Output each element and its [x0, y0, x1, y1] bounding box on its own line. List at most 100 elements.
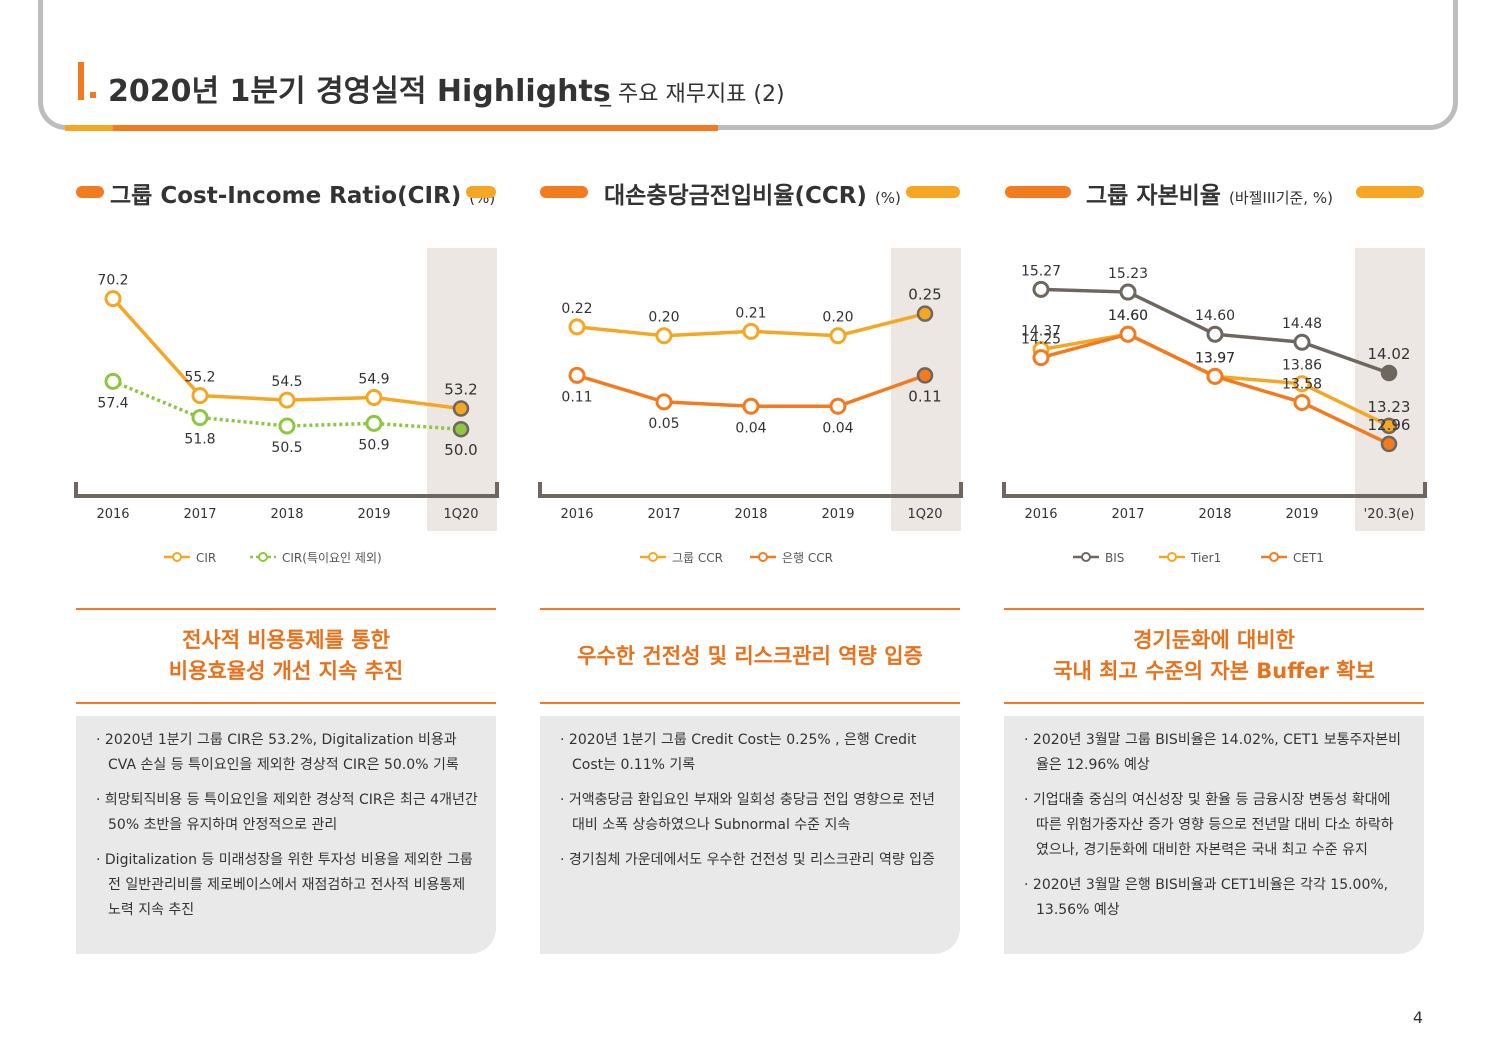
- panel-3-title: 그룹 자본비율 (바젤III기준, %): [1086, 183, 1333, 209]
- chart-ccr: 2016 2017 2018 2019 1Q20 0.22 0.20 0.21 0.20 0.25…: [538, 248, 963, 565]
- data-point: [655, 327, 673, 345]
- page-number: 4: [1412, 1008, 1423, 1027]
- panel-2-left-pill: [540, 186, 588, 198]
- roman-numeral-bar: [78, 62, 84, 100]
- data-label: 50.9: [358, 437, 389, 453]
- x-tick-label: 2019: [357, 507, 390, 522]
- x-tick-label: 2016: [96, 507, 129, 522]
- data-label: 0.22: [561, 301, 592, 317]
- panel-1-summary: 전사적 비용통제를 통한 비용효율성 개선 지속 추진: [76, 608, 496, 704]
- data-point: [1380, 417, 1398, 435]
- legend-label: CIR(특이요인 제외): [282, 551, 382, 565]
- panel-2-bullet: 거액충당금 환입요인 부재와 일회성 충당금 전입 영향으로 전년대비 소폭 상…: [560, 788, 942, 838]
- data-point: [278, 391, 296, 409]
- legend-marker: [758, 552, 768, 562]
- data-point: [1293, 375, 1311, 393]
- data-label: 57.4: [97, 395, 128, 411]
- data-point: [742, 397, 760, 415]
- data-label: 0.11: [561, 389, 592, 405]
- data-label: 0.05: [648, 416, 679, 432]
- data-label: 53.2: [444, 381, 477, 399]
- x-tick-label: 2016: [1024, 507, 1057, 522]
- data-point: [916, 367, 934, 384]
- page-subtitle: _ 주요 재무지표 (2): [600, 82, 785, 107]
- data-label: 15.23: [1108, 266, 1148, 282]
- data-point: [1032, 280, 1050, 298]
- data-point: [1293, 393, 1311, 411]
- data-point: [1380, 364, 1398, 382]
- panel-2-summary: 우수한 건전성 및 리스크관리 역량 입증: [540, 608, 960, 704]
- panel-1-right-pill: [466, 186, 496, 198]
- x-tick-label: 2017: [183, 507, 216, 522]
- x-tick-label: 2018: [1198, 507, 1231, 522]
- data-label: 0.11: [908, 387, 941, 405]
- axis-bracket: [74, 482, 499, 498]
- data-label: 14.48: [1282, 316, 1322, 332]
- data-label: 13.86: [1282, 358, 1322, 374]
- data-point: [104, 290, 122, 308]
- legend-label: 그룹 CCR: [672, 551, 723, 565]
- data-label: 70.2: [97, 273, 128, 289]
- data-label: 0.25: [908, 286, 941, 304]
- data-point: [1293, 333, 1311, 351]
- data-point: [568, 366, 586, 384]
- data-point: [568, 318, 586, 336]
- legend-marker: [1269, 552, 1279, 562]
- data-label: 14.37: [1021, 324, 1061, 340]
- data-point: [916, 305, 934, 322]
- axis-bracket: [1002, 482, 1427, 498]
- data-label: 15.27: [1021, 263, 1061, 279]
- data-label: 14.02: [1368, 345, 1411, 363]
- data-point: [278, 417, 296, 435]
- panel-2-bullet: 경기침체 가운데에서도 우수한 건전성 및 리스크관리 역량 입증: [560, 848, 942, 873]
- accent-line-yellow: [65, 125, 113, 131]
- data-point: [829, 327, 847, 345]
- data-label: 14.60: [1108, 308, 1148, 324]
- x-tick-label: 2017: [1111, 507, 1144, 522]
- panel-3-bullets: 2020년 3월말 그룹 BIS비율은 14.02%, CET1 보통주자본비율…: [1004, 716, 1424, 954]
- x-tick-label: 1Q20: [443, 507, 478, 522]
- panel-2-title: 대손충당금전입비율(CCR) (%): [604, 183, 901, 209]
- data-label: 14.25: [1021, 332, 1061, 348]
- data-point: [452, 420, 470, 438]
- data-label: 13.97: [1195, 350, 1235, 366]
- data-point: [742, 322, 760, 340]
- data-point: [1032, 349, 1050, 367]
- panel-3-bullet: 기업대출 중심의 여신성장 및 환율 등 금융시장 변동성 확대에 따른 위험가…: [1024, 788, 1406, 863]
- x-tick-label: 2016: [560, 507, 593, 522]
- roman-numeral-dot: [90, 92, 96, 98]
- data-point: [1119, 325, 1137, 343]
- data-label: 54.9: [358, 372, 389, 388]
- legend-label: Tier1: [1190, 551, 1221, 565]
- data-point: [104, 372, 122, 390]
- highlight-column: [891, 248, 961, 531]
- data-label: 13.97: [1195, 350, 1235, 366]
- data-label: 0.20: [822, 310, 853, 326]
- data-label: 0.04: [735, 420, 766, 436]
- panel-1-bullet: Digitalization 등 미래성장을 위한 투자성 비용을 제외한 그룹…: [96, 848, 478, 923]
- legend-marker: [1081, 552, 1091, 562]
- x-tick-label: 2018: [270, 507, 303, 522]
- accent-line-orange: [113, 125, 718, 131]
- data-point: [655, 393, 673, 411]
- x-tick-label: '20.3(e): [1364, 507, 1415, 522]
- legend-marker: [172, 552, 182, 562]
- page-title: 2020년 1분기 경영실적 Highlights: [108, 74, 611, 109]
- x-tick-label: 2017: [647, 507, 680, 522]
- panel-1-summary-text: 전사적 비용통제를 통한 비용효율성 개선 지속 추진: [168, 628, 404, 683]
- data-label: 0.21: [735, 305, 766, 321]
- panel-2-summary-text: 우수한 건전성 및 리스크관리 역량 입증: [577, 643, 923, 668]
- panel-3-bullet: 2020년 3월말 은행 BIS비율과 CET1비율은 각각 15.00%, 1…: [1024, 873, 1406, 923]
- data-label: 14.60: [1108, 308, 1148, 324]
- highlight-column: [427, 248, 497, 531]
- data-point: [365, 414, 383, 432]
- data-point: [1119, 283, 1137, 301]
- data-point: [829, 397, 847, 415]
- panel-2-bullet: 2020년 1분기 그룹 Credit Cost는 0.25% , 은행 Cre…: [560, 728, 942, 778]
- axis-bracket: [538, 482, 963, 498]
- panel-3-bullet: 2020년 3월말 그룹 BIS비율은 14.02%, CET1 보통주자본비율…: [1024, 728, 1406, 778]
- panel-1-bullet: 희망퇴직비용 등 특이요인을 제외한 경상적 CIR은 최근 4개년간 50% …: [96, 788, 478, 838]
- data-label: 0.04: [822, 420, 853, 436]
- data-point: [191, 387, 209, 405]
- data-label: 54.5: [271, 374, 302, 390]
